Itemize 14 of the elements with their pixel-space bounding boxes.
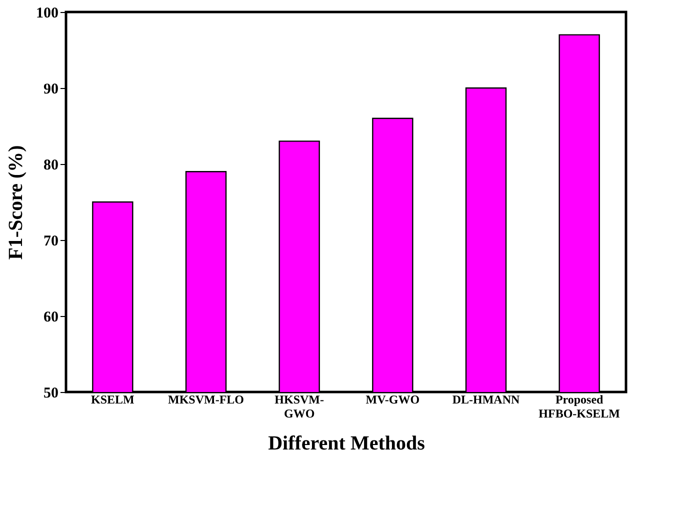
x-tick-label: HKSVM- GWO [274,392,324,420]
x-tick-label: MKSVM-FLO [168,392,244,406]
y-tick-label: 80 [44,158,58,174]
y-tick-label: 90 [44,82,58,98]
x-tick-label: DL-HMANN [452,392,520,406]
x-tick-label: Proposed HFBO-KSELM [538,392,620,420]
x-tick-label: MV-GWO [366,392,420,406]
y-axis-title: F1-Score (%) [5,145,27,260]
y-tick-label: 70 [44,234,58,250]
y-tick-label: 50 [44,386,58,402]
x-axis-title: Different Methods [268,432,426,454]
y-tick-label: 100 [36,6,58,22]
x-tick-label: KSELM [90,392,134,406]
y-tick-label: 60 [44,310,58,326]
